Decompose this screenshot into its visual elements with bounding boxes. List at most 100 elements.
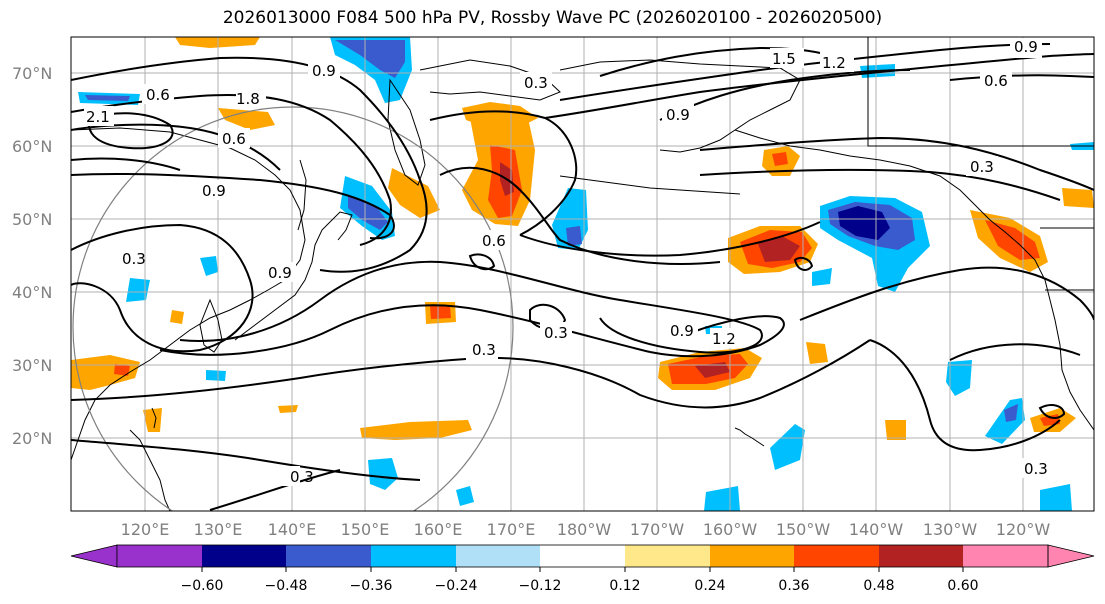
contour-label: 0.3 — [544, 324, 568, 342]
contour-label: 1.2 — [712, 330, 736, 348]
colorbar-tick-label: −0.12 — [519, 578, 562, 594]
colorbar-bin — [794, 545, 879, 567]
lon-label: 120°W — [996, 520, 1051, 539]
colorbar-bin — [710, 545, 794, 567]
contour-label: 0.3 — [524, 74, 548, 92]
colorbar-bin — [371, 545, 456, 567]
shade-orange-patch — [462, 102, 538, 128]
shade-orange-patch — [806, 342, 828, 364]
shade-orange-patch — [71, 355, 140, 390]
contour-label: 0.6 — [482, 232, 506, 250]
shade-red-patch — [430, 306, 451, 319]
shade-blue-patch — [456, 486, 474, 506]
contour-label: 1.5 — [772, 50, 796, 68]
shade-blue-patch — [812, 268, 832, 286]
contour-label: 1.2 — [822, 54, 846, 72]
contour-label: 0.9 — [666, 106, 690, 124]
lat-label: 30°N — [12, 356, 52, 375]
shade-orange-patch — [885, 420, 906, 440]
contour-label: 0.6 — [984, 72, 1008, 90]
shade-blue-patch — [368, 458, 398, 490]
contour-label: 0.9 — [312, 62, 336, 80]
colorbar-tick-label: 0.60 — [947, 578, 978, 594]
contour-label: 0.3 — [472, 341, 496, 359]
colorbar-bin — [963, 545, 1048, 567]
colorbar-bin — [879, 545, 963, 567]
contour-label: 2.1 — [86, 108, 110, 126]
colorbar-bin — [286, 545, 371, 567]
colorbar-bin — [202, 545, 286, 567]
lat-label: 50°N — [12, 210, 52, 229]
lon-label: 150°E — [341, 520, 390, 539]
colorbar-upper-extend — [1047, 544, 1095, 568]
contour-label: 0.6 — [222, 130, 246, 148]
colorbar-lower-extend — [70, 544, 118, 568]
shade-darkred-patch — [695, 362, 730, 378]
contour-label: 0.6 — [146, 86, 170, 104]
colorbar-tick-label: 0.36 — [778, 578, 809, 594]
figure-title: 2026013000 F084 500 hPa PV, Rossby Wave … — [222, 8, 883, 28]
lon-label: 160°E — [414, 520, 463, 539]
lon-label: 130°E — [194, 520, 243, 539]
contour-label: 0.9 — [670, 322, 694, 340]
shade-blue-patch — [946, 360, 972, 396]
shade-blue-patch — [770, 424, 805, 470]
shade-darkblue-patch — [566, 226, 582, 246]
colorbar: −0.60 −0.48 −0.36 −0.24 −0.12 0.12 0.24 … — [70, 544, 1095, 594]
lat-label: 70°N — [12, 64, 52, 83]
lon-label: 160°W — [703, 520, 758, 539]
lon-label: 180°W — [557, 520, 612, 539]
lat-label: 40°N — [12, 283, 52, 302]
shade-darkred-patch — [758, 236, 800, 262]
colorbar-tick-label: −0.24 — [435, 578, 478, 594]
shade-navy-patch — [838, 206, 890, 240]
contour-label: 1.8 — [236, 90, 260, 108]
shade-darkblue-patch — [1004, 404, 1018, 422]
colorbar-tick-label: −0.48 — [265, 578, 308, 594]
shade-orange-patch — [1062, 188, 1094, 208]
lon-label: 170°W — [630, 520, 685, 539]
shade-blue-patch — [200, 256, 218, 276]
contour-label: 0.3 — [970, 158, 994, 176]
shade-orange-patch — [360, 420, 472, 440]
reference-circle — [72, 106, 514, 511]
shade-red-patch — [772, 152, 788, 166]
colorbar-bin — [117, 545, 202, 567]
colorbar-bin — [625, 545, 710, 567]
colorbar-tick-label: 0.24 — [694, 578, 725, 594]
colorbar-tick-label: 0.12 — [609, 578, 640, 594]
lat-label: 20°N — [12, 429, 52, 448]
shade-orange-patch — [278, 405, 298, 413]
shade-orange-patch — [170, 310, 184, 324]
shade-blue-patch — [206, 370, 226, 381]
shade-red-patch — [985, 220, 1040, 260]
map-frame — [70, 36, 1095, 512]
pv-contours — [71, 43, 1094, 511]
contour-label: 0.3 — [122, 250, 146, 268]
latitude-labels: 70°N 60°N 50°N 40°N 30°N 20°N — [12, 64, 52, 448]
shade-darkblue-patch — [85, 95, 130, 101]
lat-label: 60°N — [12, 137, 52, 156]
lon-label: 140°E — [268, 520, 317, 539]
shade-darkblue-patch — [348, 196, 388, 230]
contour-label: 0.9 — [1014, 38, 1038, 56]
shade-orange-patch — [143, 408, 162, 432]
colorbar-tick-label: −0.36 — [350, 578, 393, 594]
lon-label: 170°E — [487, 520, 536, 539]
contour-label: 0.3 — [290, 468, 314, 486]
shade-blue-patch — [704, 486, 740, 511]
shade-red-patch — [114, 364, 130, 376]
colorbar-bin — [456, 545, 540, 567]
shade-orange-patch — [218, 108, 275, 130]
shade-darkblue-patch — [335, 40, 405, 78]
lon-label: 150°W — [776, 520, 831, 539]
longitude-labels: 120°E 130°E 140°E 150°E 160°E 170°E 180°… — [121, 520, 1051, 539]
lon-label: 140°W — [849, 520, 904, 539]
contour-label: 0.9 — [202, 182, 226, 200]
contour-label: 0.9 — [268, 264, 292, 282]
shade-blue-patch — [126, 278, 150, 302]
lon-label: 120°E — [121, 520, 170, 539]
contour-labels: 0.3 0.3 0.3 0.3 0.3 0.3 0.3 0.6 0.6 0.6 … — [84, 38, 1048, 486]
colorbar-tick-label: 0.48 — [863, 578, 894, 594]
